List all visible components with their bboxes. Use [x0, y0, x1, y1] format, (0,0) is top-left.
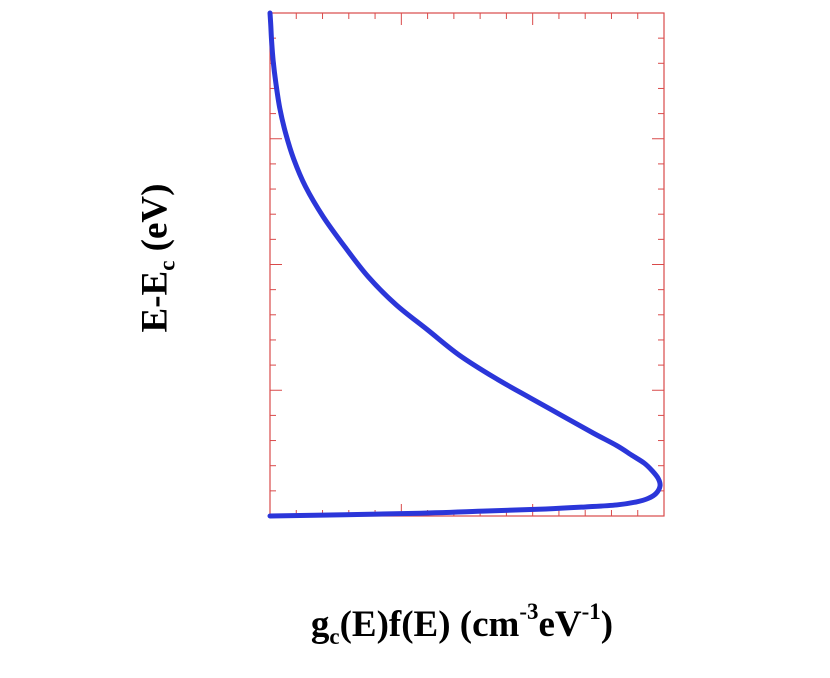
y-axis-title: E-Ec (eV)	[134, 183, 180, 333]
series-line-electron-distribution	[267, 10, 663, 519]
x-axis-title: gc(E)f(E) (cm-3eV-1)	[310, 598, 614, 650]
